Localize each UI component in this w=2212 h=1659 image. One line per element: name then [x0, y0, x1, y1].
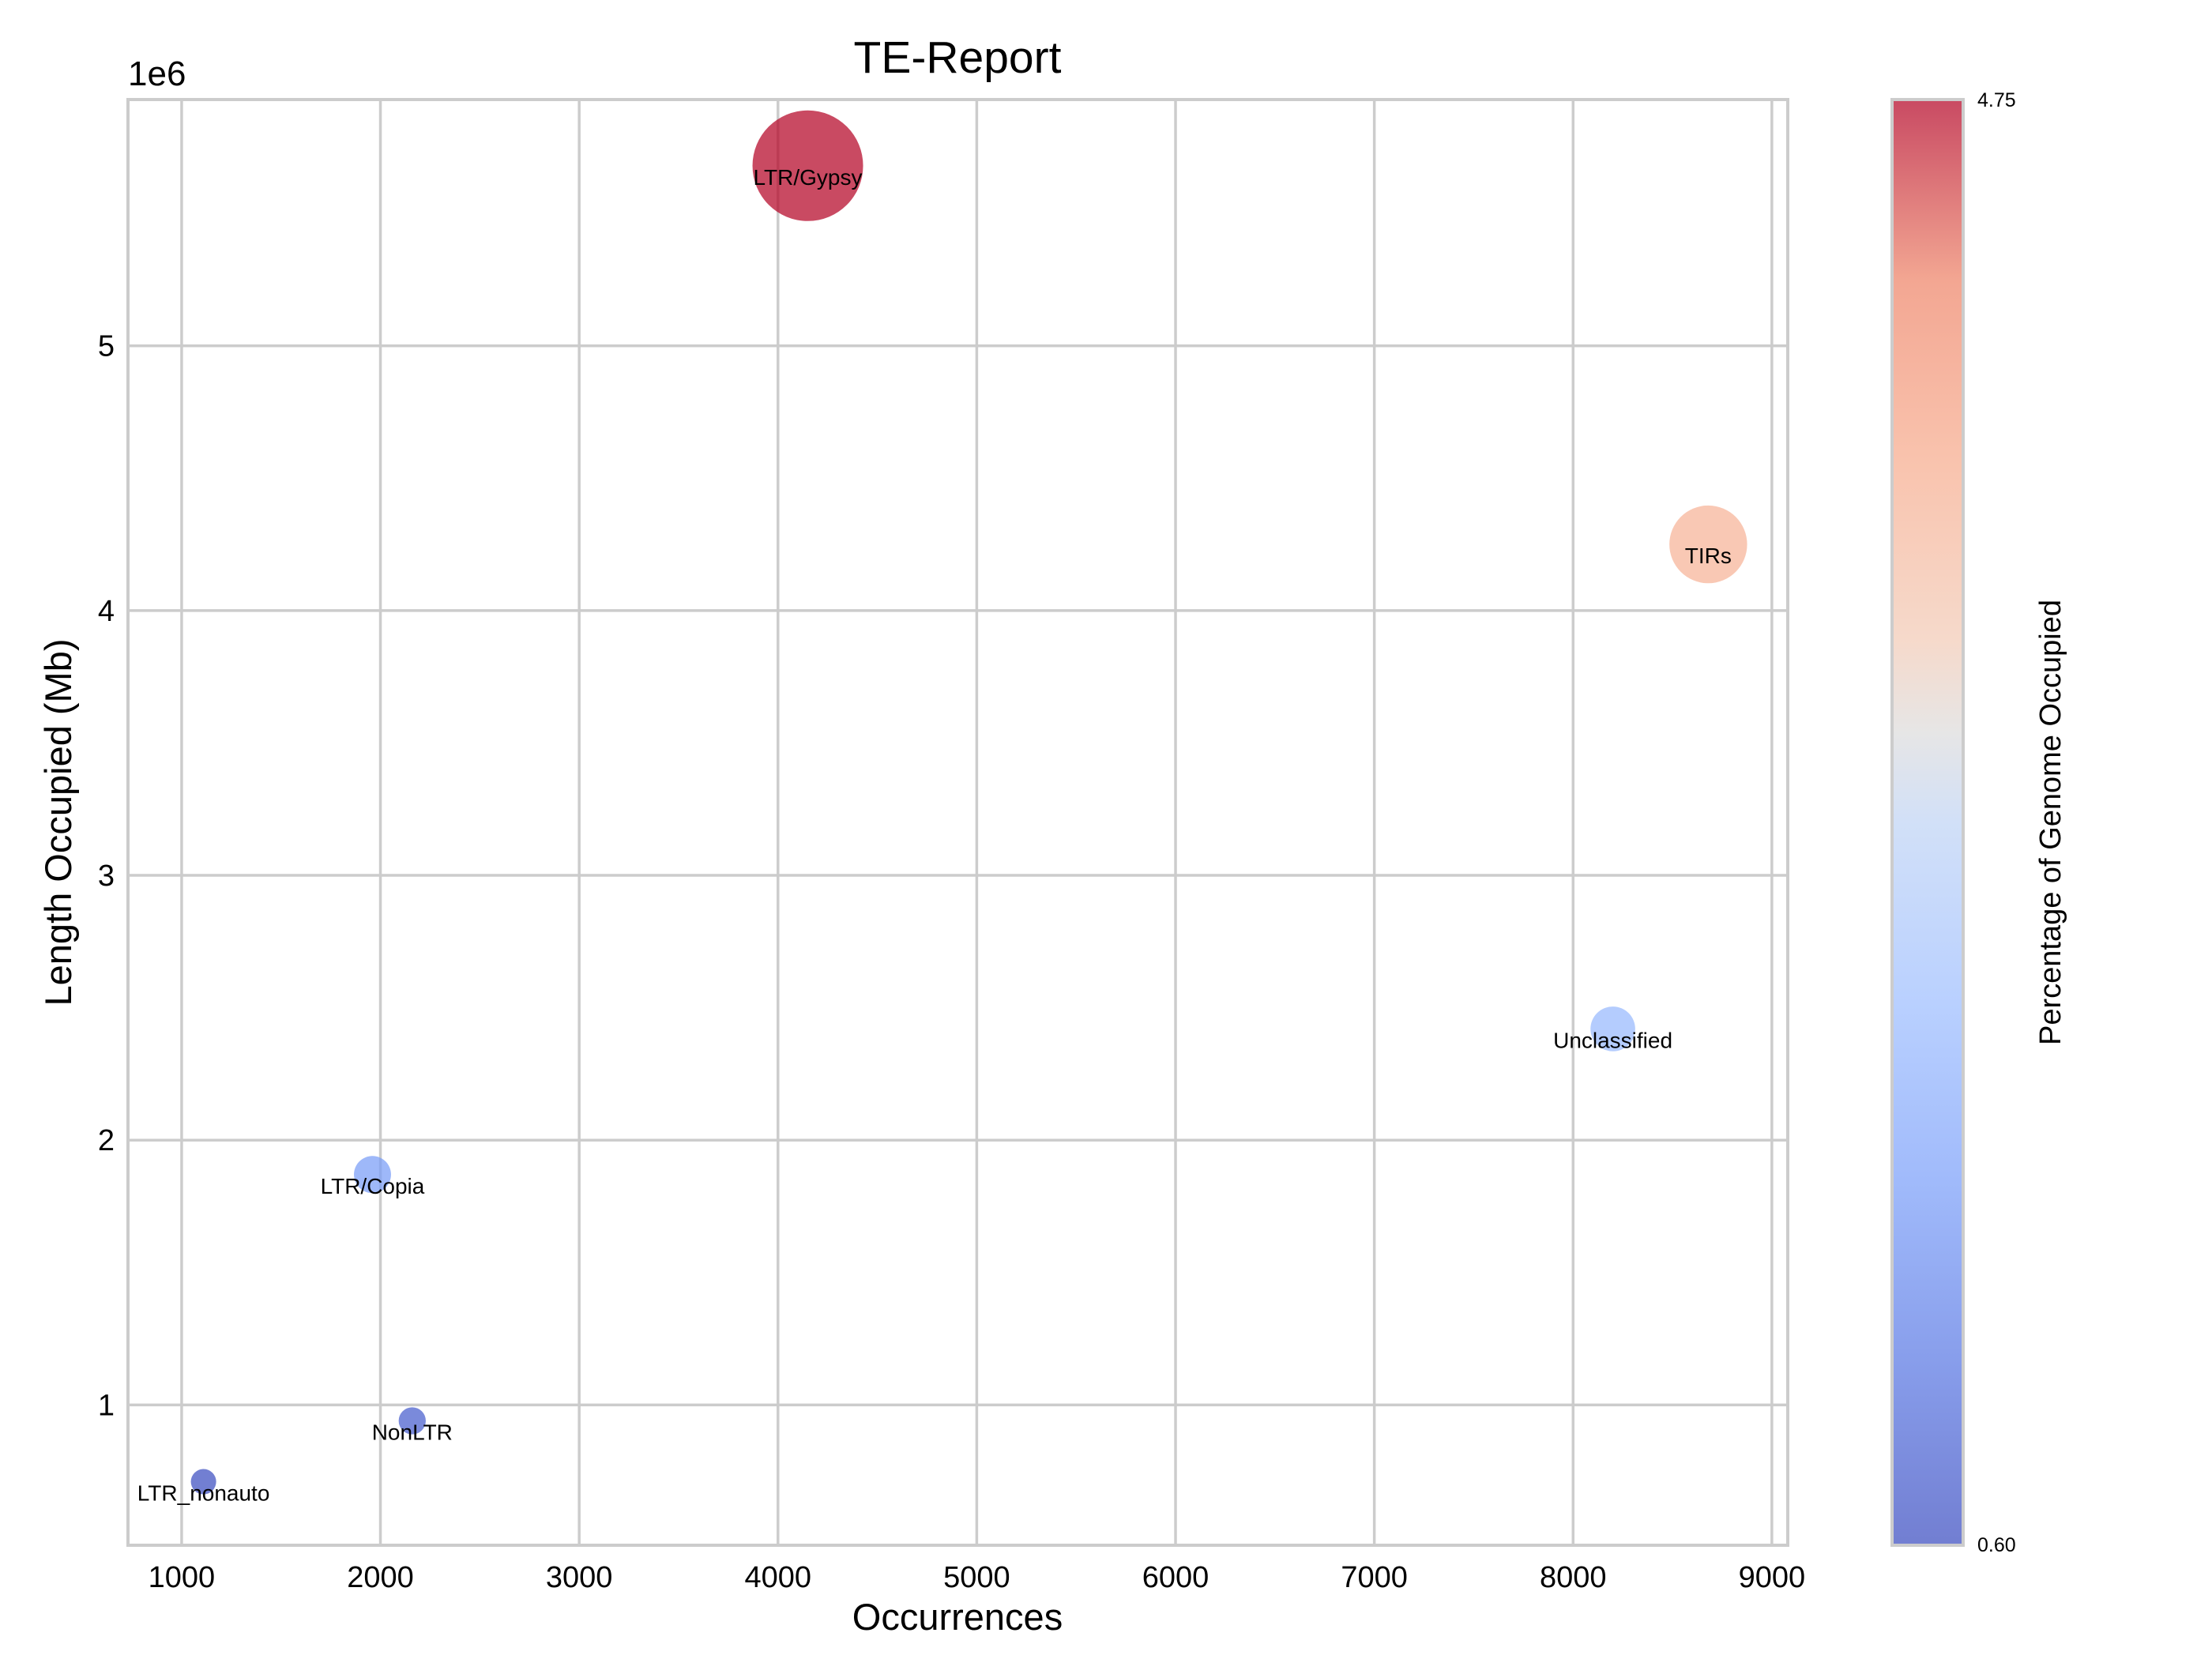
x-tick-label: 2000	[347, 1561, 414, 1594]
y-tick-label: 2	[98, 1124, 115, 1157]
colorbar-min-label: 0.60	[1977, 1534, 2016, 1556]
data-points	[190, 110, 1747, 1495]
scatter-point	[354, 1156, 391, 1194]
x-axis-label: Occurrences	[852, 1596, 1063, 1638]
y-axis-label: Length Occupied (Mb)	[37, 638, 79, 1006]
point-label: LTR/Copia	[321, 1174, 425, 1198]
x-tick-label: 8000	[1540, 1561, 1607, 1594]
scatter-point	[1590, 1006, 1635, 1051]
point-labels: LTR/Gypsy TIRs Unclassified LTR/Copia NonLTR…	[137, 165, 1732, 1506]
scatter-point	[1669, 505, 1747, 584]
scatter-point	[752, 110, 863, 221]
x-tick-label: 9000	[1739, 1561, 1806, 1594]
point-label: Unclassified	[1553, 1028, 1672, 1052]
scatter-point	[190, 1469, 216, 1495]
x-tick-label: 5000	[943, 1561, 1010, 1594]
point-label: NonLTR	[372, 1420, 453, 1444]
y-offset-label: 1e6	[128, 55, 186, 93]
colorbar-label: Percentage of Genome Occupied	[2034, 600, 2067, 1045]
y-tick-label: 3	[98, 860, 115, 893]
x-tick-label: 7000	[1341, 1561, 1408, 1594]
y-tick-label: 5	[98, 330, 115, 363]
plot-frame	[126, 98, 1789, 1547]
grid	[128, 100, 1788, 1545]
x-tick-label: 1000	[149, 1561, 216, 1594]
colorbar-max-label: 4.75	[1977, 89, 2016, 111]
x-tick-label: 6000	[1142, 1561, 1209, 1594]
point-label: LTR_nonauto	[137, 1481, 270, 1506]
scatter-point	[398, 1407, 426, 1435]
point-label: LTR/Gypsy	[754, 165, 863, 190]
colorbar	[1890, 98, 1965, 1547]
chart-title: TE-Report	[854, 32, 1062, 83]
y-tick-label: 4	[98, 595, 115, 628]
tick-labels: 1000 2000 3000 4000 5000 6000 7000 8000 9000 1 2 3 4…	[98, 330, 1805, 1594]
x-tick-label: 3000	[546, 1561, 613, 1594]
y-tick-label: 1	[98, 1389, 115, 1422]
point-label: TIRs	[1685, 544, 1732, 568]
x-tick-label: 4000	[745, 1561, 812, 1594]
